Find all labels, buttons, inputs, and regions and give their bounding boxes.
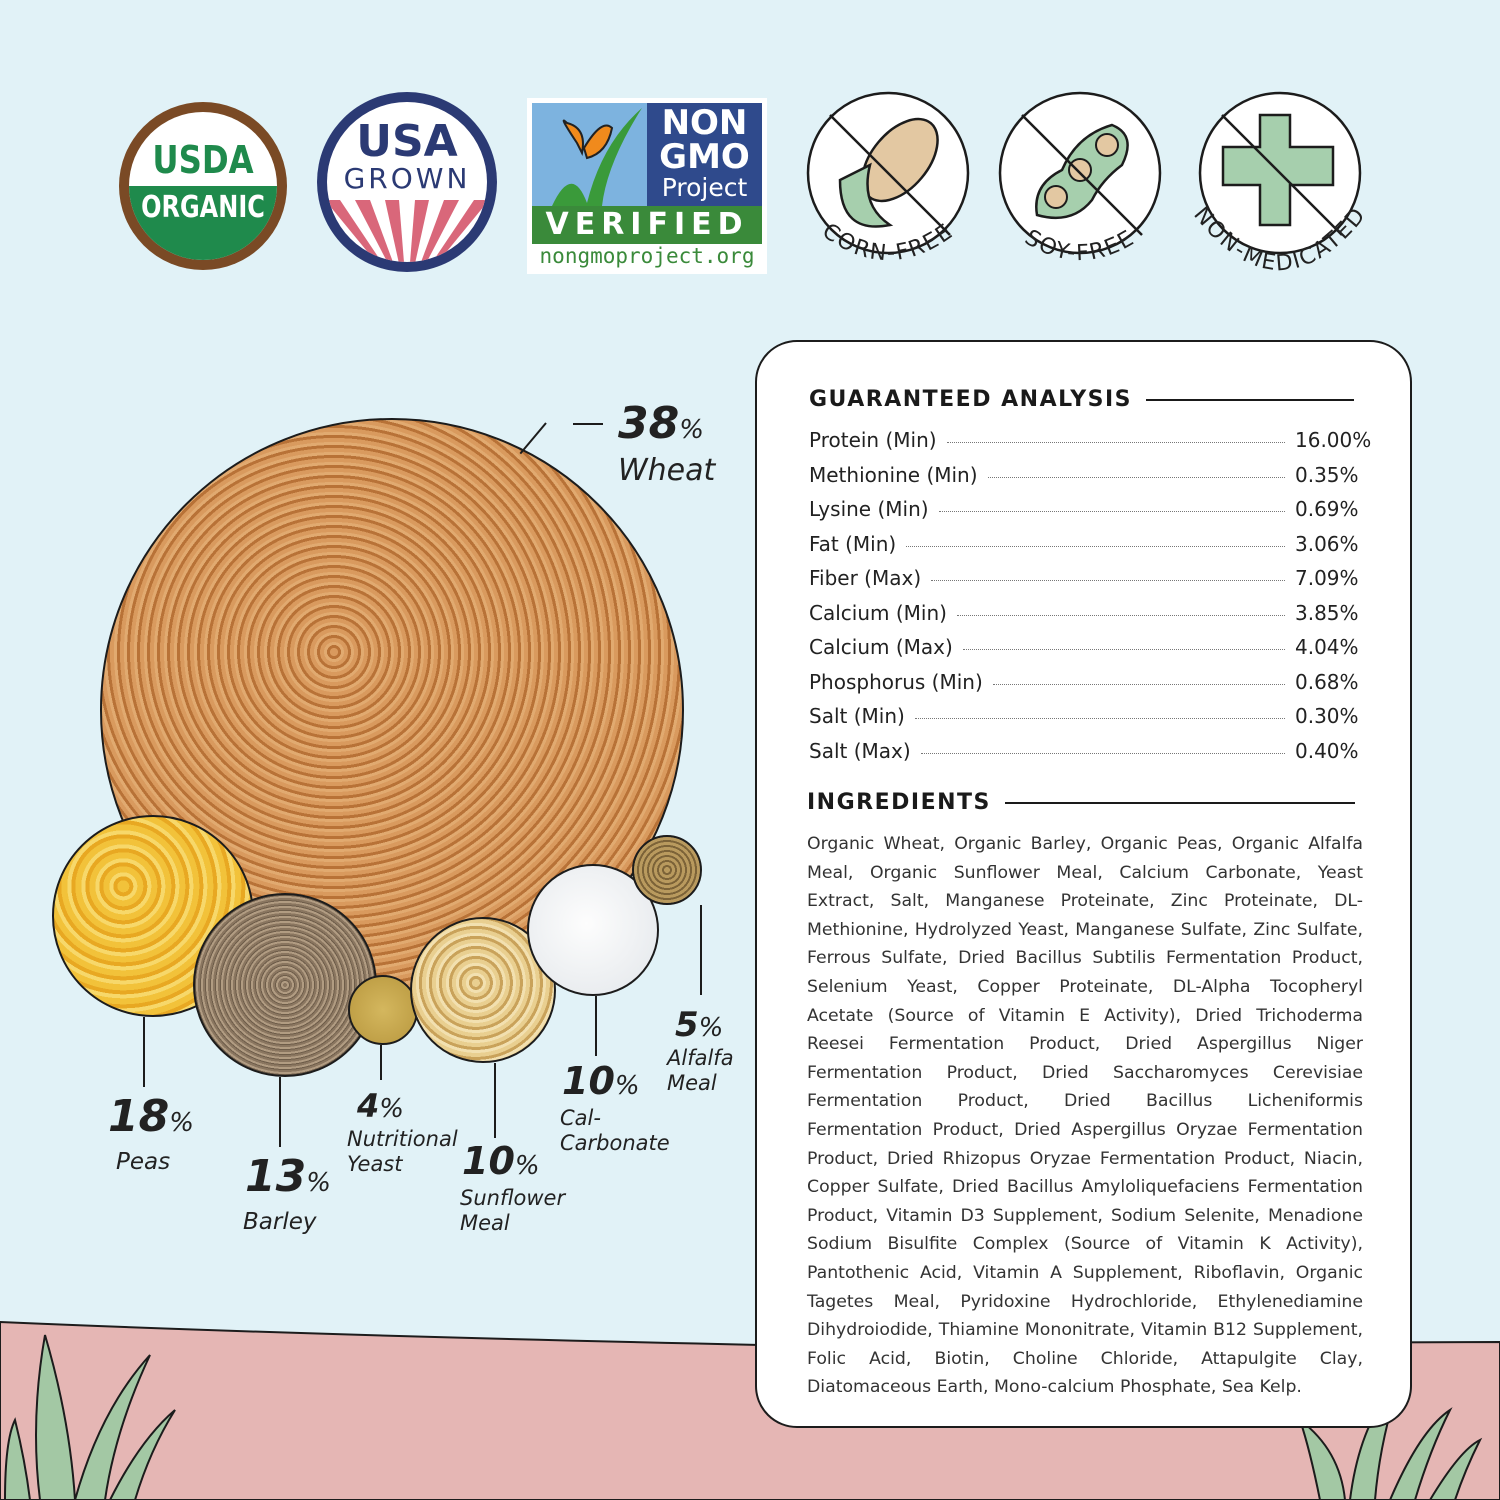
nutrient-value: 0.69% [1295,497,1359,521]
nutrient-label: Methionine (Min) [809,462,978,487]
analysis-row: Calcium (Min) 3.85% [809,600,1359,636]
peas-percent: 18% [108,1091,194,1142]
nutrient-value: 3.85% [1295,600,1359,625]
analysis-row: Calcium (Max) 4.04% [809,635,1359,670]
ingredients-heading: INGREDIENTS [807,790,1355,815]
nutrient-label: Salt (Max) [809,738,911,763]
nutrient-label: Lysine (Min) [809,497,929,521]
nutrient-value: 0.35% [1295,462,1359,487]
non-medicated-badge: NON-MEDICATED [1188,91,1370,277]
analysis-table: Protein (Min) 16.00% Methionine (Min) 0.35%… [809,428,1372,774]
non-text: NON [661,103,748,143]
organic-text: ORGANIC [141,190,265,225]
nutrient-label: Protein (Min) [809,428,937,452]
analysis-row: Protein (Min) 16.00% [809,428,1372,463]
alfalfa-meal-label: Alfalfa Meal [667,1046,734,1095]
usa-grown-badge: USA GROWN [315,90,499,274]
analysis-row: Fat (Min) 3.06% [809,531,1359,567]
nutrient-label: Calcium (Min) [809,600,947,625]
nutritional-yeast-label: Nutritional Yeast [347,1127,458,1176]
dot-leader [931,580,1285,581]
nutrient-value: 7.09% [1295,566,1359,590]
nutrient-value: 0.30% [1295,704,1359,728]
ingredients-text: Organic Wheat, Organic Barley, Organic P… [807,834,1363,1398]
nutrient-label: Salt (Min) [809,704,905,728]
soybean-icon [1035,123,1129,220]
nutritional-yeast-percent: 4% [357,1087,404,1125]
dot-leader [920,752,1285,754]
non-gmo-verified-badge: NON GMO Project VERIFIED nongmoproject.o… [527,98,767,274]
usa-text: USA [356,116,458,167]
nutrient-label: Phosphorus (Min) [809,669,983,694]
analysis-row: Phosphorus (Min) 0.68% [809,669,1359,705]
barley-circle [193,893,377,1077]
project-text: Project [661,173,748,202]
guaranteed-analysis-heading: GUARANTEED ANALYSIS [809,387,1354,412]
dot-leader [962,649,1285,650]
nutrient-value: 16.00% [1295,428,1372,452]
corn-free-badge: CORN-FREE [806,91,970,266]
dot-leader [992,683,1285,685]
dot-leader [956,614,1285,616]
grown-text: GROWN [343,162,471,195]
analysis-row: Methionine (Min) 0.35% [809,462,1359,498]
dot-leader [906,545,1285,547]
sunflower-meal-label: Sunflower Meal [460,1186,566,1235]
cal-carbonate-percent: 10% [562,1059,640,1103]
nutrient-label: Fat (Min) [809,531,897,556]
analysis-row: Salt (Min) 0.30% [809,704,1359,739]
alfalfa-meal-circle [632,835,702,905]
nutrient-value: 0.40% [1295,738,1359,763]
analysis-row: Lysine (Min) 0.69% [809,497,1359,532]
usda-text: USDA [152,138,254,182]
nutrient-label: Calcium (Max) [809,635,953,659]
wheat-label: Wheat [618,453,716,488]
nutrient-value: 4.04% [1295,635,1359,659]
gmo-text: GMO [659,137,750,177]
verified-text: VERIFIED [532,206,762,244]
analysis-row: Fiber (Max) 7.09% [809,566,1359,601]
dot-leader [987,476,1285,478]
analysis-row: Salt (Max) 0.40% [809,738,1359,774]
soy-free-badge: SOY-FREE [998,91,1162,266]
nutrient-label: Fiber (Max) [809,566,922,590]
wheat-percent: 38% [618,398,704,449]
dot-leader [946,442,1285,443]
peas-label: Peas [116,1149,171,1175]
barley-percent: 13% [245,1151,331,1202]
nutritional-yeast-circle [348,975,418,1045]
usda-organic-badge: USDA ORGANIC [115,98,291,274]
sunflower-meal-percent: 10% [462,1139,540,1183]
dot-leader [914,718,1285,719]
corn-icon [838,117,939,228]
nutrient-value: 0.68% [1295,669,1359,694]
nongmo-url-text: nongmoproject.org [539,244,755,268]
alfalfa-meal-percent: 5% [675,1005,724,1045]
nutrition-card: GUARANTEED ANALYSIS Protein (Min) 16.00% M… [755,340,1412,1428]
nutrient-value: 3.06% [1295,531,1359,556]
dot-leader [938,511,1285,512]
cal-carbonate-label: Cal- Carbonate [560,1106,670,1155]
barley-label: Barley [243,1209,317,1235]
butterfly-icon [552,108,642,206]
